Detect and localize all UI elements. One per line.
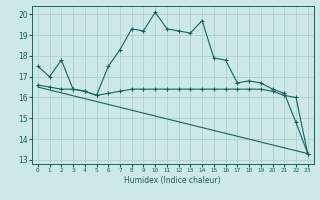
X-axis label: Humidex (Indice chaleur): Humidex (Indice chaleur) [124, 176, 221, 185]
